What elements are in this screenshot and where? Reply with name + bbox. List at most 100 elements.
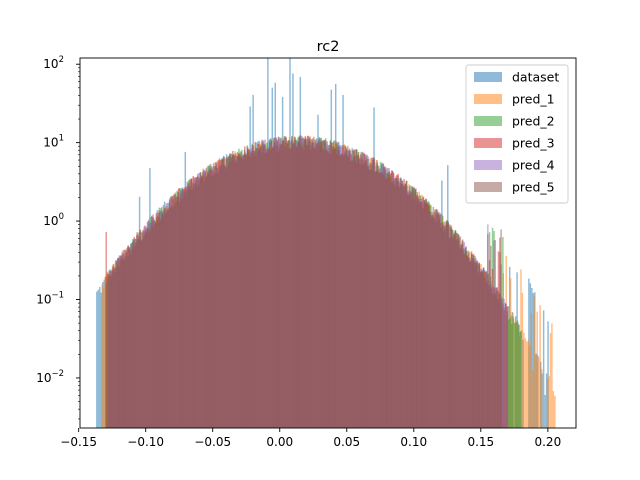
- bar: [554, 395, 556, 428]
- legend-swatch-pred_1: [474, 94, 502, 104]
- x-tick-label: −0.10: [127, 435, 164, 449]
- bar: [339, 154, 342, 428]
- bar: [395, 177, 398, 428]
- bar: [344, 153, 346, 428]
- bar: [214, 166, 216, 428]
- bar: [530, 313, 533, 428]
- bar: [533, 295, 535, 428]
- bar: [230, 157, 233, 428]
- bar: [501, 298, 504, 428]
- bar: [448, 237, 451, 428]
- bar: [403, 186, 405, 428]
- bar: [121, 257, 123, 428]
- bar: [327, 152, 330, 428]
- bar: [308, 139, 311, 428]
- y-tick-exponent: 0: [59, 212, 64, 222]
- bar: [445, 222, 448, 428]
- bar: [149, 230, 151, 428]
- bar: [262, 145, 265, 428]
- bar: [506, 306, 508, 428]
- bar: [491, 293, 494, 428]
- bar: [302, 138, 305, 429]
- bar: [420, 198, 423, 428]
- bar: [379, 172, 381, 428]
- bar: [143, 235, 146, 428]
- x-tick-label: −0.15: [60, 435, 97, 449]
- bar: [527, 340, 530, 428]
- bar: [267, 147, 269, 428]
- legend-label-pred_4: pred_4: [512, 158, 555, 173]
- bar: [99, 286, 101, 428]
- bar: [380, 171, 383, 428]
- x-tick-label: 0.20: [534, 435, 561, 449]
- bar: [307, 145, 309, 429]
- bar: [417, 195, 420, 428]
- bar: [255, 148, 258, 428]
- bar: [349, 160, 352, 428]
- bar: [532, 293, 535, 428]
- bar: [388, 168, 390, 428]
- bar: [226, 157, 228, 429]
- bar: [171, 195, 174, 428]
- bar: [305, 138, 308, 428]
- bar: [209, 163, 212, 428]
- bar: [459, 244, 461, 428]
- bar: [508, 319, 510, 428]
- bar: [156, 219, 159, 428]
- bar: [472, 258, 474, 428]
- bar: [248, 155, 250, 428]
- bar: [242, 159, 244, 429]
- bar: [386, 167, 389, 428]
- bar: [101, 284, 103, 428]
- bar: [529, 345, 531, 428]
- bar: [435, 222, 437, 428]
- bar: [133, 238, 135, 428]
- bar: [439, 214, 442, 428]
- legend: dataset pred_1 pred_2 pred_3 pred_4 pred_5: [465, 64, 569, 204]
- bar: [335, 141, 337, 428]
- bar: [316, 143, 318, 428]
- bar: [367, 166, 370, 429]
- bar: [261, 139, 263, 428]
- bar: [320, 137, 322, 428]
- bar: [180, 198, 182, 428]
- bar: [249, 156, 252, 428]
- bar: [490, 245, 492, 428]
- bar: [504, 304, 507, 428]
- bar: [155, 223, 157, 428]
- bar: [364, 160, 367, 428]
- y-tick-exponent: −1: [51, 291, 64, 301]
- bar: [178, 201, 181, 428]
- bar: [338, 146, 340, 428]
- bar: [485, 271, 488, 428]
- bar: [321, 141, 324, 428]
- bar: [134, 242, 137, 428]
- x-tick-label: 0.10: [400, 435, 427, 449]
- bar: [401, 180, 404, 428]
- bar: [524, 338, 527, 428]
- bar: [355, 149, 358, 428]
- bar: [165, 213, 168, 428]
- bar: [428, 206, 430, 428]
- bar: [326, 141, 328, 428]
- bar: [198, 184, 200, 428]
- bar: [475, 262, 477, 428]
- bar: [317, 141, 320, 428]
- bar: [383, 166, 386, 428]
- bar: [406, 180, 408, 428]
- legend-label-pred_1: pred_1: [512, 92, 555, 107]
- bar: [462, 239, 464, 428]
- bar: [432, 206, 435, 428]
- bar: [252, 145, 255, 429]
- bar: [192, 183, 194, 428]
- bar: [376, 163, 378, 428]
- legend-swatch-pred_2: [474, 116, 502, 126]
- bar: [357, 156, 359, 428]
- bar: [211, 176, 213, 428]
- bar: [487, 234, 489, 428]
- legend-label-pred_2: pred_2: [512, 114, 555, 129]
- bar: [220, 159, 222, 428]
- bar: [375, 172, 377, 428]
- bar: [493, 294, 495, 428]
- bar: [413, 188, 415, 428]
